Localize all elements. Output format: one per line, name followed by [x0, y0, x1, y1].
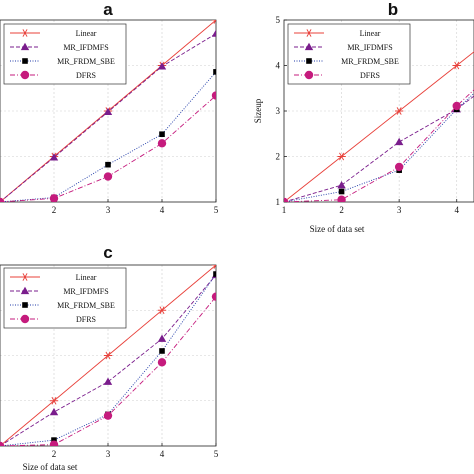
y-tick-label: 5: [276, 15, 281, 25]
data-point: [394, 137, 404, 146]
legend-marker: [22, 58, 28, 64]
legend-marker: [304, 29, 314, 37]
series-line-mr-ifdmfs: [284, 95, 474, 202]
data-point: [211, 20, 216, 24]
data-point: [211, 265, 216, 269]
data-point: [159, 348, 165, 354]
y-tick-label: 4: [276, 61, 281, 71]
data-point: [157, 358, 167, 367]
legend-marker: [20, 70, 30, 80]
data-point: [103, 172, 113, 181]
data-point: [394, 107, 404, 115]
x-tick-label: 3: [106, 205, 111, 215]
chart-panel-b: 1 2 3 4 1 2 3 4 5 Linear MR_IFDMFS MR_FRDM_SBE DFRS b…: [253, 0, 474, 234]
data-point: [452, 101, 461, 111]
x-tick-label: 2: [339, 205, 344, 215]
data-point: [0, 197, 5, 202]
legend-label: DFRS: [360, 71, 380, 80]
data-point: [337, 152, 346, 161]
legend: Linear MR_IFDMFS MR_FRDM_SBE DFRS: [3, 23, 127, 85]
data-point: [394, 162, 404, 172]
chart-panel-c: 2 3 4 5 Linear MR_IFDMFS MR_FRDM_SBE DFRS c Size …: [0, 243, 219, 472]
data-point: [213, 69, 216, 75]
chart-panel-a: 2 3 4 5 Linear MR_IFDMFS MR_FRDM_SBE DFRS a: [0, 0, 219, 215]
y-tick-label: 1: [276, 197, 281, 207]
legend-label: MR_FRDM_SBE: [57, 57, 115, 66]
x-tick-label: 4: [454, 205, 459, 215]
x-tick-label: 2: [52, 205, 57, 215]
x-tick-label: 4: [160, 449, 165, 459]
legend-marker: [20, 314, 30, 324]
series-group: [0, 20, 216, 202]
x-tick-label: 2: [52, 449, 57, 459]
data-point: [337, 195, 346, 202]
data-point: [157, 139, 167, 148]
panel-letter: a: [103, 0, 113, 19]
panel-letter: c: [103, 243, 112, 262]
data-point: [0, 441, 5, 446]
x-tick-label: 5: [214, 449, 219, 459]
legend-label: MR_FRDM_SBE: [57, 301, 115, 310]
legend-label: MR_FRDM_SBE: [341, 57, 399, 66]
legend-marker: [20, 273, 30, 281]
data-point: [49, 194, 59, 202]
data-point: [157, 62, 167, 70]
x-axis-label: Size of data set: [310, 224, 365, 234]
data-point: [103, 411, 113, 420]
legend-marker: [20, 42, 30, 51]
legend-marker: [304, 70, 314, 80]
data-point: [337, 180, 346, 189]
legend: Linear MR_IFDMFS MR_FRDM_SBE DFRS: [3, 267, 127, 329]
data-point: [49, 440, 59, 446]
legend-label: DFRS: [76, 315, 96, 324]
data-point: [213, 271, 216, 277]
x-tick-label: 1: [282, 205, 287, 215]
legend-label: Linear: [76, 29, 97, 38]
legend-label: MR_IFDMFS: [63, 43, 108, 52]
data-point: [49, 407, 59, 416]
data-point: [103, 107, 113, 116]
y-tick-label: 2: [276, 152, 281, 162]
legend-marker: [304, 42, 314, 51]
legend-label: DFRS: [76, 71, 96, 80]
series-group: [0, 265, 216, 446]
y-axis-label: Sizeup: [253, 98, 263, 123]
data-point: [49, 153, 59, 161]
data-point: [103, 377, 113, 385]
data-point: [159, 131, 165, 138]
data-point: [105, 161, 111, 168]
x-axis-label: Size of data set: [23, 462, 78, 472]
legend-label: Linear: [76, 273, 97, 282]
legend-marker: [20, 29, 30, 37]
data-point: [157, 306, 167, 315]
x-tick-label: 3: [397, 205, 402, 215]
data-point: [157, 334, 167, 342]
x-tick-label: 5: [214, 205, 219, 215]
data-point: [338, 188, 345, 195]
data-point: [49, 396, 59, 405]
legend-label: MR_IFDMFS: [63, 287, 108, 296]
data-point: [211, 292, 216, 301]
data-point: [103, 351, 113, 360]
legend-label: MR_IFDMFS: [347, 43, 392, 52]
series-line-mr-ifdmfs: [0, 274, 216, 446]
data-point: [211, 29, 216, 37]
legend: Linear MR_IFDMFS MR_FRDM_SBE DFRS: [287, 23, 411, 85]
panel-letter: b: [388, 0, 398, 19]
y-tick-label: 3: [276, 106, 281, 116]
legend-marker: [20, 286, 30, 295]
legend-label: Linear: [360, 29, 381, 38]
legend-marker: [22, 302, 28, 308]
data-point: [284, 197, 289, 202]
data-point: [211, 91, 216, 100]
series-group: [284, 51, 474, 202]
x-tick-label: 4: [160, 205, 165, 215]
legend-marker: [306, 58, 312, 64]
data-point: [452, 61, 461, 70]
data-point: [51, 437, 57, 443]
x-tick-label: 3: [106, 449, 111, 459]
